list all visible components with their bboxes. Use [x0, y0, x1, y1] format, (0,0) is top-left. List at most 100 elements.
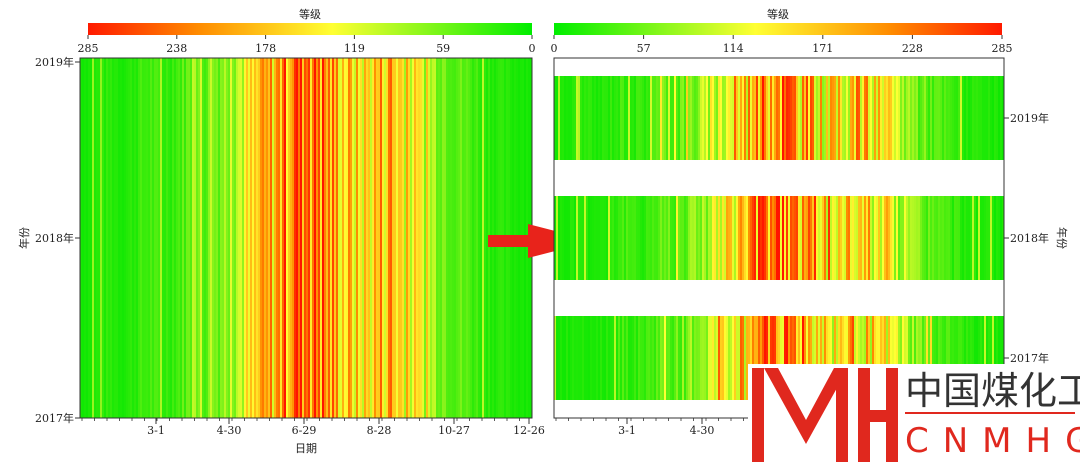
heatmap-cell [612, 196, 615, 280]
heatmap-cell [818, 316, 821, 400]
heatmap-cell [916, 316, 919, 400]
heatmap-cell [572, 76, 575, 160]
heatmap-cell [786, 76, 789, 160]
heatmap-cell [876, 196, 879, 280]
heatmap-cell [672, 196, 675, 280]
heatmap-band [554, 196, 1005, 280]
heatmap-cell [652, 316, 655, 400]
heatmap-cell [850, 196, 853, 280]
heatmap-cell [808, 196, 811, 280]
heatmap-cell [442, 58, 445, 418]
heatmap-cell [448, 58, 451, 418]
heatmap-cell [962, 76, 965, 160]
heatmap-cell [920, 76, 923, 160]
heatmap-cell [688, 76, 691, 160]
heatmap-cell [228, 58, 231, 418]
heatmap-cell [768, 196, 771, 280]
heatmap-cell [762, 196, 765, 280]
heatmap-cell [598, 196, 601, 280]
heatmap-cell [850, 76, 853, 160]
heatmap-cell [736, 196, 739, 280]
heatmap-cell [728, 196, 731, 280]
heatmap-cell [978, 76, 981, 160]
left-x-axis-label: 日期 [295, 442, 317, 455]
heatmap-cell [618, 316, 621, 400]
heatmap-cell [554, 76, 557, 160]
heatmap-cell [910, 196, 913, 280]
heatmap-cell [864, 196, 867, 280]
colorbar-tick-label: 228 [902, 42, 923, 55]
heatmap-cell [998, 76, 1001, 160]
heatmap-cell [152, 58, 155, 418]
heatmap-cell [794, 76, 797, 160]
heatmap-cell [880, 196, 883, 280]
heatmap-cell [596, 316, 599, 400]
heatmap-cell [394, 58, 397, 418]
heatmap-cell [166, 58, 169, 418]
heatmap-cell [906, 316, 909, 400]
heatmap-cell [620, 316, 623, 400]
heatmap-cell [554, 196, 557, 280]
heatmap-cell [948, 196, 951, 280]
heatmap-cell [634, 316, 637, 400]
heatmap-cell [350, 58, 353, 418]
heatmap-cell [136, 58, 139, 418]
heatmap-cell [606, 316, 609, 400]
heatmap-cell [334, 58, 337, 418]
heatmap-cell [628, 76, 631, 160]
heatmap-cell [248, 58, 251, 418]
heatmap-cell [562, 196, 565, 280]
heatmap-cell [680, 196, 683, 280]
heatmap-cell [90, 58, 93, 418]
heatmap-cell [984, 76, 987, 160]
heatmap-cell [820, 196, 823, 280]
heatmap-cell [970, 196, 973, 280]
heatmap-cell [718, 196, 721, 280]
heatmap-cell [578, 76, 581, 160]
heatmap-band [554, 316, 1005, 400]
heatmap-cell [956, 76, 959, 160]
heatmap-cell [906, 196, 909, 280]
heatmap-cell [704, 316, 707, 400]
heatmap-cell [974, 316, 977, 400]
heatmap-cell [936, 196, 939, 280]
heatmap-cell [694, 76, 697, 160]
heatmap-cell [884, 196, 887, 280]
heatmap-cell [988, 196, 991, 280]
heatmap-cell [854, 196, 857, 280]
heatmap-cell [344, 58, 347, 418]
heatmap-cell [398, 58, 401, 418]
heatmap-cell [142, 58, 145, 418]
heatmap-cell [658, 316, 661, 400]
heatmap-cell [854, 316, 857, 400]
heatmap-cell [648, 316, 651, 400]
heatmap-cell [662, 316, 665, 400]
heatmap-cell [804, 316, 807, 400]
heatmap-cell [790, 316, 793, 400]
heatmap-cell [130, 58, 133, 418]
heatmap-cell [814, 76, 817, 160]
heatmap-cell [412, 58, 415, 418]
heatmap-cell [952, 76, 955, 160]
heatmap-cell [692, 316, 695, 400]
heatmap-cell [610, 316, 613, 400]
x-tick-label: 3-1 [147, 424, 165, 437]
heatmap-cell [560, 76, 563, 160]
heatmap-cell [696, 316, 699, 400]
heatmap-cell [968, 196, 971, 280]
heatmap-cell [918, 196, 921, 280]
heatmap-cell [868, 76, 871, 160]
heatmap-cell [936, 316, 939, 400]
heatmap-cell [982, 196, 985, 280]
heatmap-cell [688, 316, 691, 400]
heatmap-cell [740, 196, 743, 280]
heatmap-cell [592, 316, 595, 400]
heatmap-cell [674, 76, 677, 160]
heatmap-cell [824, 316, 827, 400]
heatmap-cell [608, 196, 611, 280]
heatmap-cell [592, 196, 595, 280]
heatmap-cell [800, 76, 803, 160]
heatmap-cell [722, 196, 725, 280]
heatmap-cell [972, 316, 975, 400]
heatmap-cell [802, 76, 805, 160]
